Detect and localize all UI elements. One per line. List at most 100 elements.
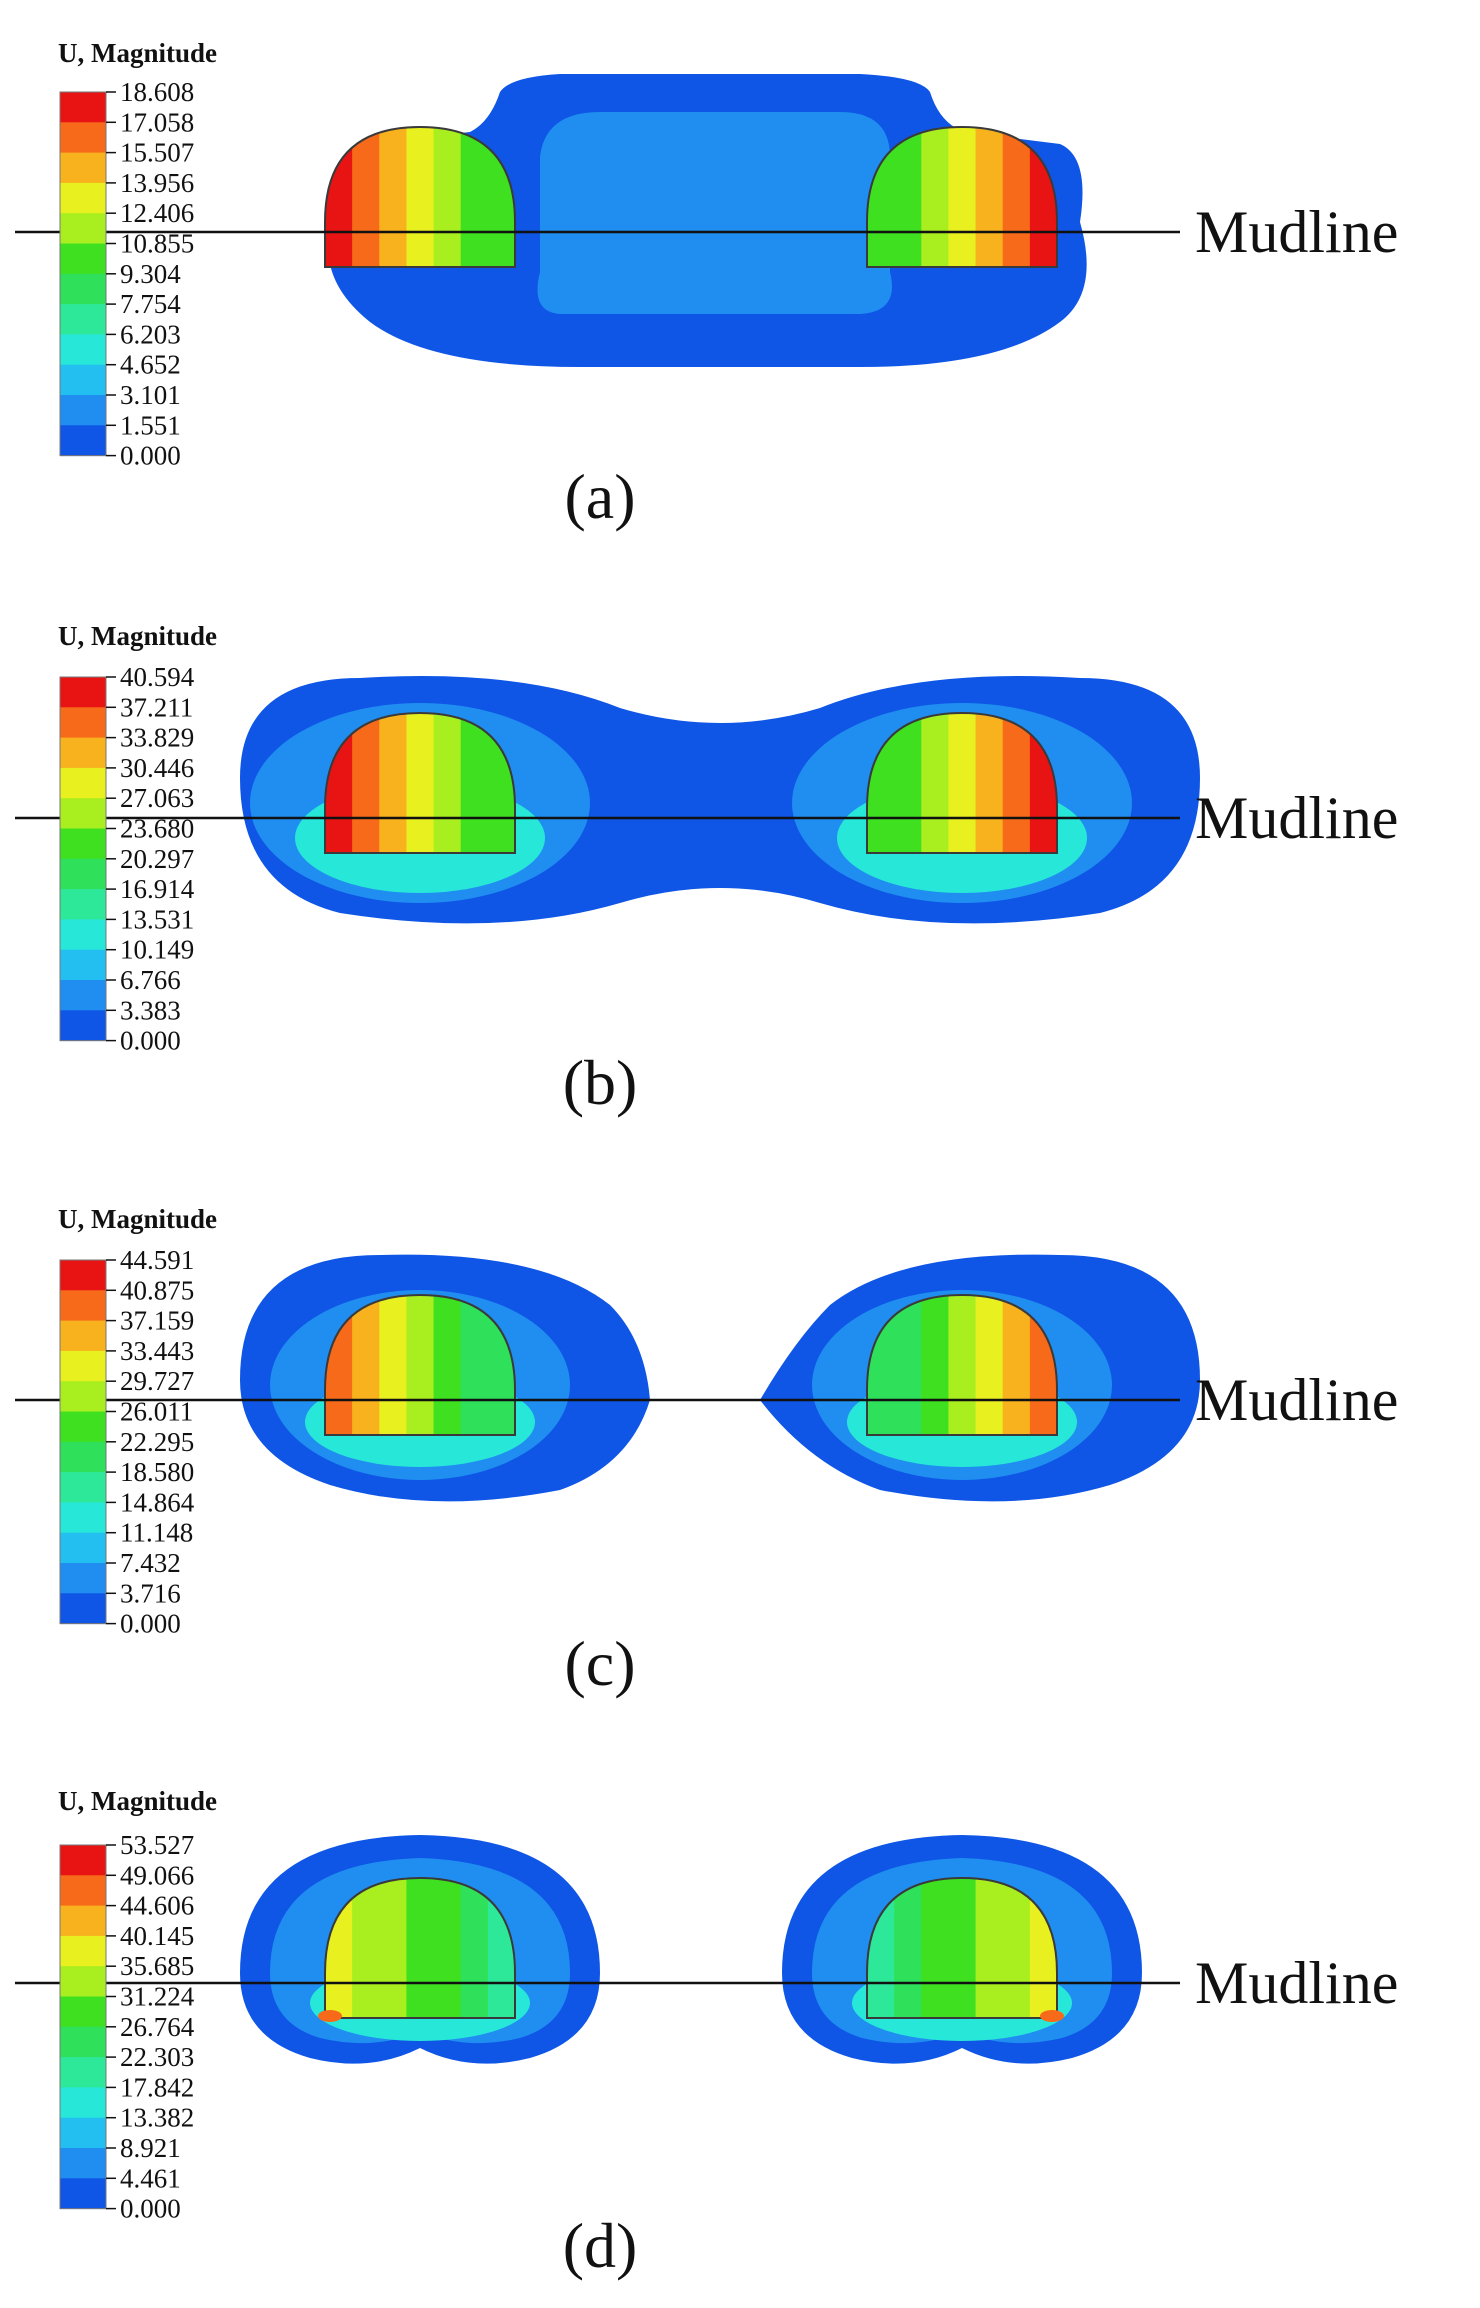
- panel-label: (a): [564, 461, 635, 532]
- legend-value: 11.148: [120, 1518, 193, 1548]
- legend-value: 29.727: [120, 1366, 194, 1396]
- legend-swatch: [60, 92, 106, 123]
- legend-value: 49.066: [120, 1860, 194, 1890]
- legend-value: 17.058: [120, 107, 194, 137]
- legend-value: 26.764: [120, 2012, 195, 2042]
- caisson-contour-band: [921, 127, 950, 267]
- legend-swatch: [60, 767, 106, 799]
- stress-concentration-spot: [1040, 2010, 1064, 2022]
- caisson-contour-band: [352, 127, 380, 267]
- legend-value: 9.304: [120, 259, 181, 289]
- caisson-outline: [866, 711, 1058, 854]
- legend-value: 30.446: [120, 753, 194, 783]
- legend-swatch: [60, 949, 106, 981]
- caisson-contour-band: [460, 713, 489, 853]
- legend-swatch: [60, 213, 106, 244]
- legend-swatch: [60, 1935, 106, 1967]
- legend-value: 40.145: [120, 1921, 194, 1951]
- legend-value: 6.203: [120, 319, 181, 349]
- legend-swatch: [60, 1875, 106, 1907]
- panel-d: Mudline U, Magnitude 53.52749.06644.60640.…: [15, 1786, 1398, 2281]
- legend-value: 3.383: [120, 995, 181, 1025]
- caisson-contour-band: [406, 713, 435, 853]
- caisson-contour-band: [894, 713, 922, 853]
- legend-swatch: [60, 707, 106, 739]
- legend-swatch: [60, 1350, 106, 1382]
- legend-swatch: [60, 364, 106, 396]
- legend-swatch: [60, 828, 106, 860]
- legend-value: 33.829: [120, 723, 194, 753]
- legend-swatch: [60, 1010, 106, 1042]
- caisson-contour-band: [433, 713, 462, 853]
- legend-swatch: [60, 1905, 106, 1937]
- legend-value: 18.608: [120, 77, 194, 107]
- caisson-outline: [866, 1293, 1058, 1436]
- legend-value: 53.527: [120, 1830, 194, 1860]
- legend-title: U, Magnitude: [58, 1204, 217, 1234]
- caisson-left: [324, 1293, 516, 1436]
- panel-c: Mudline U, Magnitude 44.59140.87537.15933.…: [15, 1204, 1398, 1699]
- legend-value: 0.000: [120, 2194, 181, 2224]
- legend-swatch: [60, 1502, 106, 1534]
- legend-value: 22.303: [120, 2042, 194, 2072]
- panel-label: (c): [564, 1628, 635, 1699]
- caisson-contour-band: [460, 127, 489, 267]
- caisson-contour-band: [948, 1295, 977, 1435]
- legend-swatch: [60, 1593, 106, 1625]
- legend-title: U, Magnitude: [58, 621, 217, 651]
- caisson-contour-band: [948, 713, 977, 853]
- caisson-right: [866, 125, 1058, 268]
- caisson-outline: [324, 1876, 516, 2019]
- legend-swatch: [60, 2117, 106, 2149]
- caisson-contour-band: [948, 1878, 977, 2018]
- caisson-contour-band: [1002, 713, 1031, 853]
- legend-swatch: [60, 1381, 106, 1412]
- legend-swatch: [60, 1290, 106, 1322]
- caisson-contour-band: [379, 1878, 408, 2018]
- mudline-label: Mudline: [1195, 1367, 1398, 1433]
- caisson-contour-band: [921, 713, 950, 853]
- stress-concentration-spot: [318, 2010, 342, 2022]
- mudline-label: Mudline: [1195, 199, 1398, 265]
- caisson-outline: [324, 711, 516, 854]
- caisson-contour-band: [379, 1295, 408, 1435]
- panel-label: (d): [563, 2210, 638, 2281]
- legend-value: 13.956: [120, 168, 194, 198]
- legend-swatch: [60, 273, 106, 305]
- legend-value: 1.551: [120, 410, 181, 440]
- legend-swatch: [60, 1966, 106, 1997]
- caisson-contour-band: [352, 713, 380, 853]
- caisson-contour-band: [1002, 1878, 1031, 2018]
- legend-value: 44.606: [120, 1891, 194, 1921]
- legend: U, Magnitude 40.59437.21133.82930.44627.0…: [58, 621, 217, 1056]
- caisson-left: [324, 125, 516, 268]
- caisson-contour-band: [325, 127, 353, 267]
- caisson-contour-band: [379, 713, 408, 853]
- legend-value: 0.000: [120, 441, 181, 471]
- caisson-contour-band: [406, 1295, 435, 1435]
- caisson-outline: [324, 125, 516, 268]
- legend-value: 26.011: [120, 1397, 193, 1427]
- caisson-contour-band: [433, 1878, 462, 2018]
- legend-value: 13.531: [120, 904, 194, 934]
- mudline-label: Mudline: [1195, 1950, 1398, 2016]
- caisson-outline: [866, 1876, 1058, 2019]
- legend-value: 17.842: [120, 2072, 194, 2102]
- legend-swatch: [60, 889, 106, 920]
- caisson-contour-band: [433, 127, 462, 267]
- legend-swatch: [60, 2178, 106, 2210]
- legend-swatch: [60, 677, 106, 708]
- legend-value: 33.443: [120, 1336, 194, 1366]
- caisson-contour-band: [921, 1295, 950, 1435]
- legend-swatch: [60, 243, 106, 275]
- legend-value: 15.507: [120, 138, 194, 168]
- caisson-contour-band: [948, 127, 977, 267]
- panel-label: (b): [563, 1047, 638, 1118]
- caisson-right: [866, 1876, 1064, 2022]
- panel-b: Mudline U, Magnitude 40.59437.21133.82930.…: [15, 621, 1398, 1118]
- legend-swatch: [60, 1441, 106, 1473]
- legend-swatch: [60, 334, 106, 366]
- caisson-contour-band: [975, 127, 1004, 267]
- legend-swatch: [60, 2026, 106, 2058]
